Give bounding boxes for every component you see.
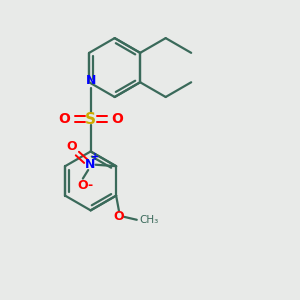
Text: S: S (85, 112, 96, 127)
Text: CH₃: CH₃ (140, 215, 159, 225)
Text: O: O (58, 112, 70, 126)
Text: O: O (67, 140, 77, 153)
Text: N: N (85, 74, 96, 87)
Text: O: O (77, 179, 88, 192)
Text: O: O (111, 112, 123, 126)
Text: -: - (87, 179, 92, 192)
Text: O: O (114, 210, 124, 223)
Text: N: N (85, 158, 95, 171)
Text: +: + (92, 152, 100, 162)
